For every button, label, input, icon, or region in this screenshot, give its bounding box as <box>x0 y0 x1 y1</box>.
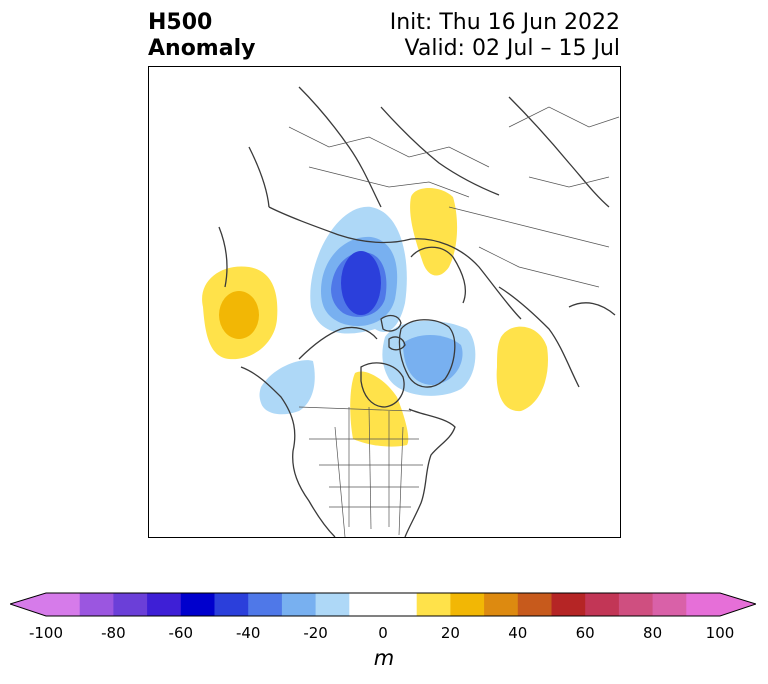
colorbar-tick-label: 80 <box>643 624 663 642</box>
coast-asia-3 <box>508 96 610 208</box>
anomaly-positive-scandinavia <box>410 188 458 276</box>
colorbar-segment <box>517 593 552 616</box>
coast-asia-1 <box>298 86 382 208</box>
anomaly-negative-arctic-core <box>341 251 381 315</box>
coastlines <box>218 86 616 537</box>
colorbar-segment <box>450 593 485 616</box>
colorbar-tick-label: -20 <box>303 624 328 642</box>
colorbar-segment <box>618 593 654 616</box>
coast-na-east <box>404 408 456 537</box>
colorbar-segment <box>147 593 182 616</box>
colorbar-segment <box>315 593 350 616</box>
coast-asia-2 <box>380 106 500 196</box>
coast-archipelago-2 <box>388 336 406 351</box>
coast-scandinavia <box>410 246 467 304</box>
anomaly-negative-west-canada <box>259 360 315 415</box>
political-borders <box>288 106 620 537</box>
colorbar-segment <box>248 593 283 616</box>
anomaly-negative-archipelago-inner <box>403 334 463 385</box>
colorbar-unit-label: m <box>373 646 395 670</box>
colorbar-segment <box>46 593 81 616</box>
anomaly-positive-atlantic <box>496 326 548 412</box>
coast-alaska <box>298 326 378 360</box>
coast-eurasia-east <box>248 146 270 208</box>
colorbar-segment <box>686 593 721 616</box>
anomaly-positive-canada <box>350 371 409 447</box>
title-init-date: Init: Thu 16 Jun 2022 <box>389 10 620 35</box>
colorbar-outline <box>10 592 756 617</box>
coast-kamchatka <box>218 226 228 288</box>
coast-na-west <box>240 366 336 537</box>
coast-hudson-bay <box>360 362 405 408</box>
colorbar-tick-label: -60 <box>168 624 194 642</box>
colorbar-under-arrow <box>10 593 46 616</box>
colorbar-tick-label: 0 <box>378 624 388 642</box>
colorbar-tick-label: 40 <box>508 624 528 642</box>
colorbar-segment <box>214 593 249 616</box>
colorbar-segment <box>416 593 451 616</box>
anomaly-fills <box>149 188 548 447</box>
plot-title-right: Init: Thu 16 Jun 2022 Valid: 02 Jul – 15… <box>390 10 620 62</box>
coast-eurasia-north <box>268 206 522 320</box>
map-canvas <box>149 86 620 537</box>
colorbar-tick-label: 100 <box>705 624 735 642</box>
colorbar-segment <box>113 593 148 616</box>
colorbar-segment <box>652 593 687 616</box>
plot-title-left: H500 Anomaly <box>148 10 255 62</box>
anomaly-positive-pacific-core <box>219 291 259 339</box>
colorbar <box>10 592 756 617</box>
colorbar-segment <box>281 593 317 616</box>
title-variable: H500 <box>148 10 213 35</box>
colorbar-tick-label: 60 <box>575 624 595 642</box>
colorbar-tick-label: -80 <box>101 624 126 642</box>
colorbar-tick-label: 20 <box>440 624 460 642</box>
colorbar-segment <box>79 593 114 616</box>
map-panel <box>148 66 621 538</box>
coast-greenland <box>398 319 456 388</box>
colorbar-over-arrow <box>720 593 756 616</box>
coast-europe <box>498 286 580 388</box>
title-field: Anomaly <box>148 36 256 61</box>
colorbar-segment <box>551 593 586 616</box>
coast-archipelago-1 <box>380 314 402 332</box>
coast-mediterranean <box>568 302 616 316</box>
title-valid-range: Valid: 02 Jul – 15 Jul <box>404 36 620 61</box>
colorbar-tick-label: -100 <box>28 624 64 642</box>
colorbar-tick-labels: -100 -80 -60 -40 -20 0 20 40 60 80 100 <box>0 624 768 644</box>
colorbar-segment <box>349 593 418 616</box>
colorbar-segments <box>46 593 721 616</box>
colorbar-tick-label: -40 <box>235 624 261 642</box>
colorbar-segment <box>180 593 215 616</box>
colorbar-segment <box>484 593 519 616</box>
colorbar-segment <box>585 593 620 616</box>
